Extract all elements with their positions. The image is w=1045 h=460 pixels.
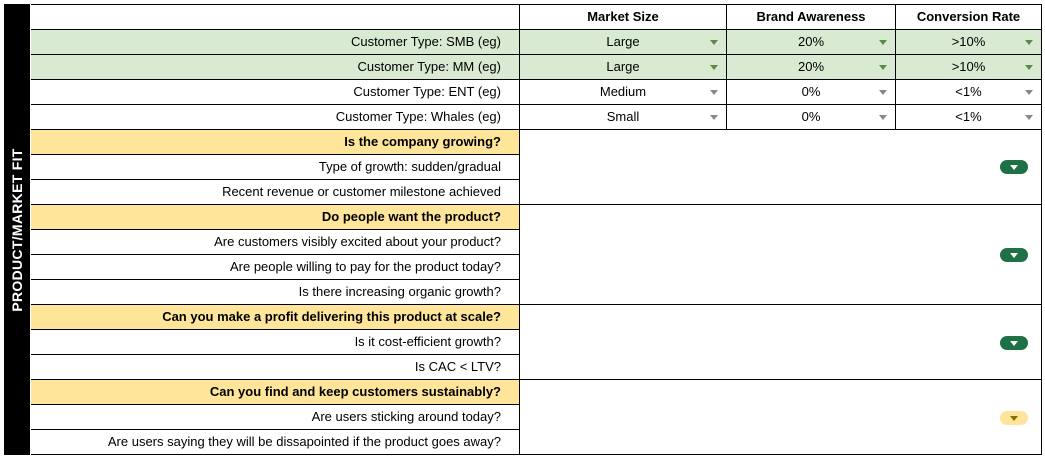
market-size-dropdown[interactable]: Large xyxy=(520,30,727,55)
brand-awareness-dropdown[interactable]: 0% xyxy=(727,105,896,130)
dropdown-arrow-icon[interactable] xyxy=(1025,40,1033,45)
section-heading[interactable]: Is the company growing? xyxy=(31,130,520,155)
section-heading[interactable]: Do people want the product? xyxy=(31,205,520,230)
conversion-rate-dropdown[interactable]: <1% xyxy=(896,105,1041,130)
dropdown-value: 0% xyxy=(801,84,821,99)
dropdown-value: 0% xyxy=(801,109,821,124)
conversion-rate-dropdown[interactable]: >10% xyxy=(896,55,1041,80)
header-market-size: Market Size xyxy=(520,5,727,30)
section-heading[interactable]: Can you find and keep customers sustaina… xyxy=(31,380,520,405)
section-status-cell[interactable] xyxy=(520,380,1041,454)
dropdown-arrow-icon[interactable] xyxy=(710,90,718,95)
dropdown-value: Medium xyxy=(599,84,647,99)
dropdown-arrow-icon[interactable] xyxy=(1025,115,1033,120)
brand-awareness-dropdown[interactable]: 0% xyxy=(727,80,896,105)
dropdown-arrow-icon[interactable] xyxy=(710,115,718,120)
dropdown-value: Small xyxy=(606,109,640,124)
conversion-rate-dropdown[interactable]: >10% xyxy=(896,30,1041,55)
market-size-dropdown[interactable]: Large xyxy=(520,55,727,80)
brand-awareness-dropdown[interactable]: 20% xyxy=(727,55,896,80)
dropdown-value: >10% xyxy=(951,59,986,74)
section-heading[interactable]: Can you make a profit delivering this pr… xyxy=(31,305,520,330)
dropdown-value: 20% xyxy=(797,34,825,49)
dropdown-value: Large xyxy=(606,34,640,49)
conversion-rate-dropdown[interactable]: <1% xyxy=(896,80,1041,105)
section-status-cell[interactable] xyxy=(520,205,1041,305)
section-item[interactable]: Are users sticking around today? xyxy=(31,405,520,430)
section-item[interactable]: Are people willing to pay for the produc… xyxy=(31,255,520,280)
dropdown-arrow-icon[interactable] xyxy=(1025,90,1033,95)
sidebar-label: PRODUCT/MARKET FIT xyxy=(9,148,25,312)
section-item[interactable]: Are users saying they will be dissapoint… xyxy=(31,430,520,455)
fit-grid: Market Size Brand Awareness Conversion R… xyxy=(31,4,1042,455)
header-blank-cell[interactable] xyxy=(31,5,520,30)
dropdown-value: 20% xyxy=(797,59,825,74)
section-item[interactable]: Is there increasing organic growth? xyxy=(31,280,520,305)
sidebar: PRODUCT/MARKET FIT xyxy=(4,4,30,455)
status-dropdown-chip[interactable] xyxy=(1000,411,1028,425)
dropdown-arrow-icon[interactable] xyxy=(710,65,718,70)
market-size-dropdown[interactable]: Medium xyxy=(520,80,727,105)
customer-row-label[interactable]: Customer Type: Whales (eg) xyxy=(31,105,520,130)
section-status-cell[interactable] xyxy=(520,305,1041,380)
dropdown-value: <1% xyxy=(955,84,982,99)
status-dropdown-chip[interactable] xyxy=(1000,160,1028,174)
customer-row-label[interactable]: Customer Type: SMB (eg) xyxy=(31,30,520,55)
dropdown-arrow-icon[interactable] xyxy=(879,115,887,120)
section-item[interactable]: Are customers visibly excited about your… xyxy=(31,230,520,255)
customer-row-label[interactable]: Customer Type: MM (eg) xyxy=(31,55,520,80)
market-size-dropdown[interactable]: Small xyxy=(520,105,727,130)
dropdown-arrow-icon[interactable] xyxy=(879,90,887,95)
dropdown-arrow-icon[interactable] xyxy=(879,65,887,70)
dropdown-value: Large xyxy=(606,59,640,74)
customer-row-label[interactable]: Customer Type: ENT (eg) xyxy=(31,80,520,105)
dropdown-value: <1% xyxy=(955,109,982,124)
dropdown-value: >10% xyxy=(951,34,986,49)
dropdown-arrow-icon[interactable] xyxy=(710,40,718,45)
dropdown-arrow-icon[interactable] xyxy=(1025,65,1033,70)
section-item[interactable]: Type of growth: sudden/gradual xyxy=(31,155,520,180)
section-item[interactable]: Is CAC < LTV? xyxy=(31,355,520,380)
dropdown-arrow-icon[interactable] xyxy=(879,40,887,45)
section-item[interactable]: Is it cost-efficient growth? xyxy=(31,330,520,355)
status-dropdown-chip[interactable] xyxy=(1000,336,1028,350)
status-dropdown-chip[interactable] xyxy=(1000,248,1028,262)
section-status-cell[interactable] xyxy=(520,130,1041,205)
header-brand-awareness: Brand Awareness xyxy=(727,5,896,30)
brand-awareness-dropdown[interactable]: 20% xyxy=(727,30,896,55)
header-conversion-rate: Conversion Rate xyxy=(896,5,1041,30)
section-item[interactable]: Recent revenue or customer milestone ach… xyxy=(31,180,520,205)
